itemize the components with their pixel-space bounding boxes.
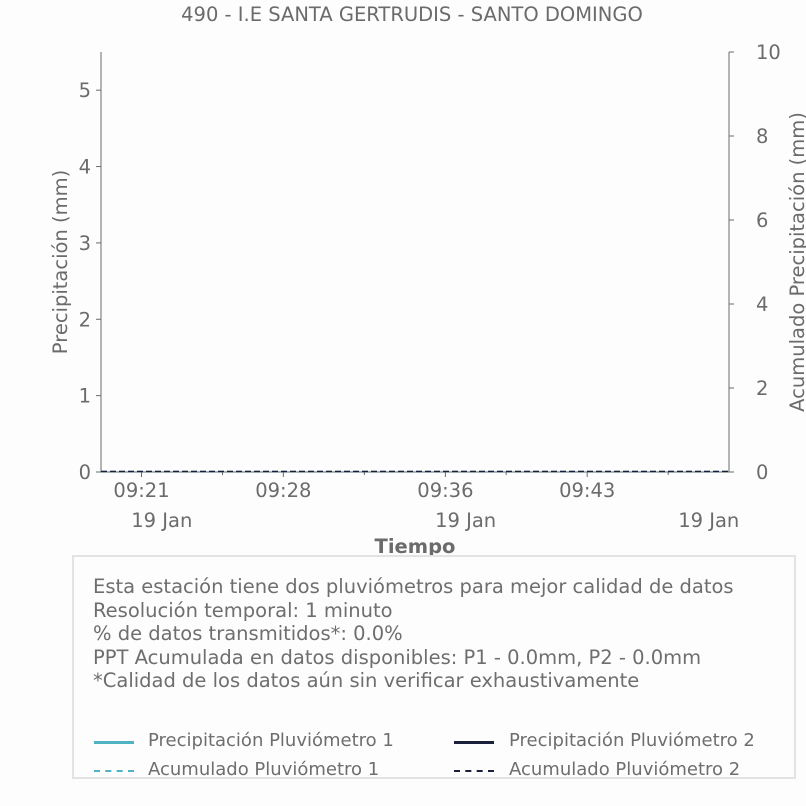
x-tick-date-label: 19 Jan [131,509,192,532]
chart-title: 490 - I.E SANTA GERTRUDIS - SANTO DOMING… [181,3,643,26]
info-text: Esta estación tiene dos pluviómetros par… [93,575,734,693]
x-tick-date-label: 19 Jan [435,509,496,532]
legend-label-accum-p1: Acumulado Pluviómetro 1 [148,759,380,780]
y-tick-label: 0 [79,461,91,484]
legend-label-precip-p1: Precipitación Pluviómetro 1 [148,730,394,751]
x-tick-label: 09:28 [255,479,311,502]
x-tick-label: 09:36 [417,479,473,502]
y-tick-label: 5 [79,79,91,102]
y2-tick-label: 8 [756,125,768,148]
x-axis-label: Tiempo [375,535,456,558]
legend-swatch-precip-p2 [454,741,494,744]
rainfall-chart: 490 - I.E SANTA GERTRUDIS - SANTO DOMING… [49,3,806,558]
y2-axis-label: Acumulado Precipitación (mm) [786,112,806,412]
y-tick-label: 1 [79,385,91,408]
x-tick-label: 09:43 [559,479,615,502]
y2-tick-label: 0 [756,461,768,484]
y-axis-label: Precipitación (mm) [49,170,72,354]
legend-swatch-accum-p2 [454,770,494,772]
y2-tick-label: 4 [756,293,768,316]
x-tick-label: 09:21 [113,479,169,502]
info-line-accumulated: PPT Acumulada en datos disponibles: P1 -… [93,645,702,669]
x-tick-date-label: 19 Jan [678,509,739,532]
legend-label-accum-p2: Acumulado Pluviómetro 2 [509,759,741,780]
legend-swatch-precip-p1 [94,741,134,744]
y2-tick-label: 10 [756,41,781,64]
y-tick-label: 4 [79,156,91,179]
y-tick-label: 2 [79,308,91,331]
y-tick-label: 3 [79,232,91,255]
info-line-resolution: Resolución temporal: 1 minuto [93,598,393,622]
info-line-transmitted: % de datos transmitidos*: 0.0% [93,622,403,645]
y2-tick-label: 6 [756,209,768,232]
info-line-quality-note: *Calidad de los datos aún sin verificar … [93,669,640,692]
y2-tick-label: 2 [756,377,768,400]
legend-label-precip-p2: Precipitación Pluviómetro 2 [509,730,755,751]
info-line-stations: Esta estación tiene dos pluviómetros par… [93,575,734,598]
info-legend-box: Esta estación tiene dos pluviómetros par… [72,555,796,780]
legend-swatch-accum-p1 [94,770,134,772]
